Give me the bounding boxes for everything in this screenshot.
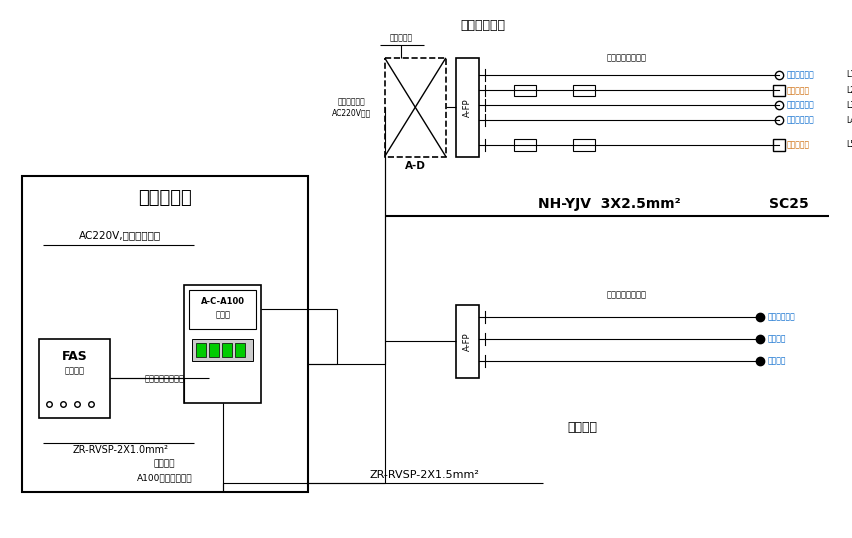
- Text: 控制器: 控制器: [216, 310, 230, 319]
- Text: 屏蔽兑光: 屏蔽兑光: [154, 460, 176, 469]
- Text: 疏散指示灯: 疏散指示灯: [787, 140, 810, 149]
- Text: L1: L1: [846, 70, 852, 79]
- Text: ZR-RVSP-2X1.5mm²: ZR-RVSP-2X1.5mm²: [369, 470, 479, 480]
- Bar: [385, 58, 446, 157]
- Text: 火灾应急照明: 火灾应急照明: [787, 116, 815, 125]
- Bar: [196, 343, 206, 357]
- Text: 火灾应急照明: 火灾应急照明: [787, 70, 815, 79]
- Bar: [222, 343, 232, 357]
- Bar: [235, 343, 245, 357]
- Bar: [39, 339, 111, 418]
- Bar: [456, 58, 480, 157]
- Bar: [573, 84, 595, 96]
- Bar: [209, 343, 219, 357]
- Text: A100分布式控制器: A100分布式控制器: [137, 473, 193, 483]
- Text: 火灾断路器: 火灾断路器: [390, 34, 413, 43]
- Bar: [514, 84, 536, 96]
- Text: A-D: A-D: [405, 161, 426, 172]
- Text: NH-YJV  3X2.5mm²: NH-YJV 3X2.5mm²: [538, 197, 681, 211]
- Text: 应急照明: 应急照明: [768, 335, 786, 344]
- Text: 报警位置信息输入: 报警位置信息输入: [145, 374, 185, 383]
- Bar: [514, 139, 536, 151]
- Bar: [774, 139, 786, 151]
- Bar: [193, 339, 254, 361]
- Text: L5: L5: [846, 140, 852, 149]
- Bar: [184, 285, 262, 403]
- Text: AC220V,消防专用电源: AC220V,消防专用电源: [79, 230, 161, 240]
- Text: ZR-RVSP-2X1.0mm²: ZR-RVSP-2X1.0mm²: [72, 445, 169, 456]
- Bar: [573, 139, 595, 151]
- Text: A-FP: A-FP: [463, 332, 472, 351]
- Text: 应急照明: 应急照明: [768, 356, 786, 365]
- Text: FAS: FAS: [62, 350, 88, 363]
- Text: 维修间房: 维修间房: [567, 421, 597, 434]
- Text: 消防电源转换
AC220V输入: 消防电源转换 AC220V输入: [331, 97, 371, 117]
- Text: 消火主机: 消火主机: [65, 366, 85, 375]
- Bar: [774, 84, 786, 96]
- Bar: [189, 290, 256, 329]
- Text: SC25: SC25: [769, 197, 809, 211]
- Text: 办公楼配电室: 办公楼配电室: [461, 19, 506, 32]
- Text: L3: L3: [846, 101, 852, 110]
- Text: A-C-A100: A-C-A100: [201, 297, 245, 306]
- Bar: [456, 305, 480, 379]
- Text: 火灾应急照明回路: 火灾应急照明回路: [607, 53, 647, 62]
- Text: 火灾应急照明: 火灾应急照明: [768, 313, 795, 322]
- Text: L2: L2: [846, 86, 852, 95]
- Text: 火灾应急照明回路: 火灾应急照明回路: [607, 290, 647, 299]
- Text: A-FP: A-FP: [463, 98, 472, 117]
- Text: 消防控制室: 消防控制室: [138, 189, 192, 207]
- Bar: [21, 176, 308, 492]
- Text: 火灾应急照明: 火灾应急照明: [787, 101, 815, 110]
- Text: L4: L4: [846, 116, 852, 125]
- Text: 疏散指示灯: 疏散指示灯: [787, 86, 810, 95]
